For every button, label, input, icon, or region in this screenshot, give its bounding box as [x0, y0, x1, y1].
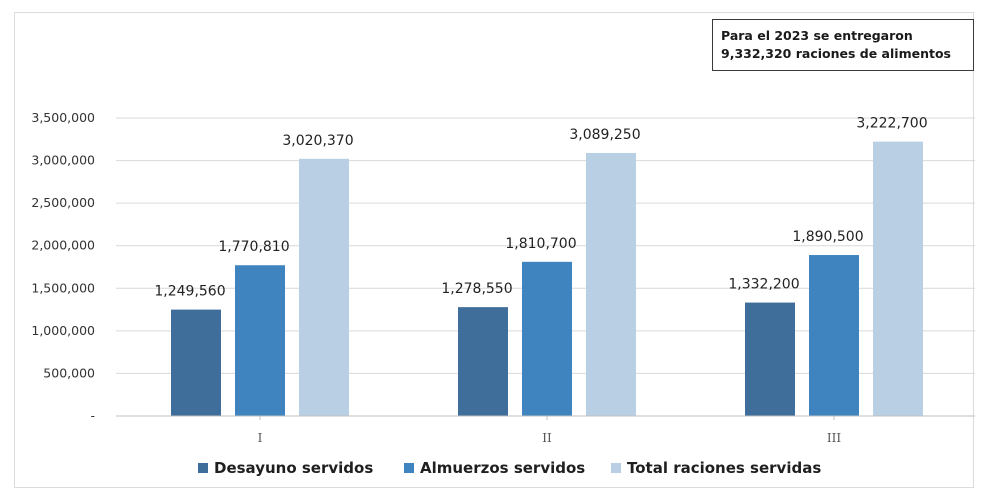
bars	[171, 141, 923, 417]
annotation-box: Para el 2023 se entregaron 9,332,320 rac…	[712, 19, 974, 71]
legend: Desayuno servidos Almuerzos servidos Total…	[198, 459, 821, 477]
bar	[809, 255, 859, 416]
legend-label: Almuerzos servidos	[420, 459, 585, 477]
x-category-label: III	[827, 431, 841, 445]
y-tick-label: 3,000,000	[31, 153, 95, 168]
data-label: 1,890,500	[792, 229, 863, 245]
bar	[522, 261, 572, 416]
y-tick-label: 2,000,000	[31, 238, 95, 253]
legend-swatch	[404, 463, 414, 473]
legend-label: Desayuno servidos	[214, 459, 373, 477]
bar	[873, 141, 923, 416]
legend-label: Total raciones servidas	[627, 459, 821, 477]
x-category-label: I	[258, 431, 263, 445]
bar	[235, 265, 285, 416]
data-label: 3,089,250	[569, 127, 640, 143]
y-tick-label: 1,500,000	[31, 280, 95, 295]
y-tick-label: 1,000,000	[31, 323, 95, 338]
x-category-label: II	[542, 431, 552, 445]
bar	[458, 307, 508, 416]
data-label: 1,278,550	[441, 281, 512, 297]
data-label: 3,020,370	[282, 133, 353, 149]
data-labels: 1,249,560 1,770,810 3,020,370 1,278,550 1,81…	[154, 116, 927, 300]
bar	[745, 302, 795, 416]
legend-swatch	[198, 463, 208, 473]
y-tick-label: 3,500,000	[31, 110, 95, 125]
y-tick-label: 2,500,000	[31, 195, 95, 210]
data-label: 1,810,700	[505, 236, 576, 252]
y-tick-label: -	[90, 408, 95, 423]
bar	[171, 309, 221, 416]
data-label: 1,332,200	[728, 277, 799, 293]
axes: - 500,000 1,000,000 1,500,000 2,000,000 2,500…	[31, 110, 975, 445]
y-tick-label: 500,000	[43, 365, 95, 380]
annotation-line-1: Para el 2023 se entregaron	[721, 28, 913, 43]
data-label: 1,770,810	[218, 239, 289, 255]
data-label: 1,249,560	[154, 284, 225, 300]
bar	[586, 152, 636, 417]
legend-swatch	[611, 463, 621, 473]
bar	[299, 158, 349, 416]
annotation-line-2: 9,332,320 raciones de alimentos	[721, 46, 951, 61]
data-label: 3,222,700	[856, 116, 927, 132]
